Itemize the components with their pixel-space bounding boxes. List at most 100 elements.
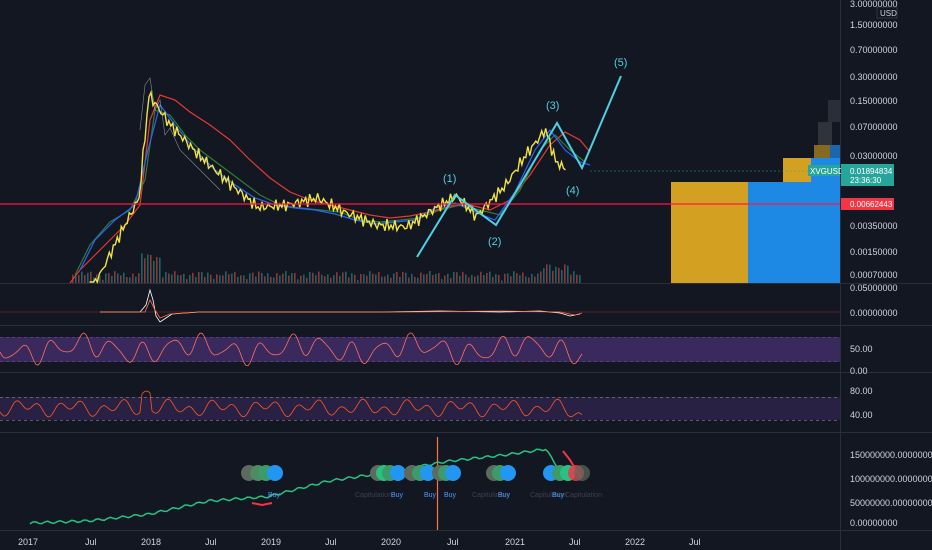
volume-bar [501,280,503,283]
volume-bar [534,276,536,283]
volume-bar [198,272,200,283]
pane-3-tick-label: 40.00 [850,410,873,420]
volume-profile-bar [818,122,832,145]
hline-price-label: 0.00662443 [850,200,893,209]
volume-bar [267,273,269,283]
oscillator-pane-1[interactable]: 0.05000000 0.00000000 [0,283,898,323]
oscillator-pane-2[interactable]: 50.00 0.00 [0,332,873,376]
volume-bar [222,275,224,283]
volume-bar [381,276,383,283]
buy-signal-dot[interactable] [390,465,406,481]
wave-label-3: (3) [546,100,559,112]
volume-bar [231,273,233,283]
volume-bar [153,260,155,283]
rsi-line [0,332,583,367]
volume-bar [162,277,164,283]
signal-markers[interactable]: Buy Capitulation Buy Buy Buy [241,465,602,499]
time-tick-label: Jul [85,537,97,547]
osc-line [0,390,583,418]
price-tick-label: 0.00350000 [850,221,898,231]
volume-bar [210,274,212,283]
volume-profile-bar [814,145,830,158]
signal-cluster[interactable]: Buy [241,465,283,499]
volume-bar [438,273,440,283]
cumulative-line-red-segments [251,502,273,507]
volume-bar [483,275,485,283]
buy-signal-dot[interactable] [420,465,436,481]
volume-bar [234,271,236,283]
bar-countdown-label: 23:36:30 [850,176,882,185]
signal-cluster[interactable]: Buy [432,465,461,499]
signal-cluster[interactable]: Capitulation Buy [355,465,406,499]
time-tick-label: Jul [569,537,581,547]
volume-bar [351,273,353,283]
time-tick-label: Jul [447,537,459,547]
buy-signal-dot[interactable] [500,465,516,481]
price-tick-label: 0.07000000 [850,122,898,132]
volume-bar [84,275,86,283]
buy-signal-dot[interactable] [267,465,283,481]
price-tick-label: 3.00000000 [850,0,898,9]
cumulative-pane[interactable]: Buy Capitulation Buy Buy Buy [29,437,932,530]
volume-bar [258,271,260,283]
hline-price-tag [841,198,894,210]
capitulation-label: Capitulation [530,492,567,499]
oscillator-pane-3[interactable]: 80.00 40.00 [0,386,873,421]
signal-cluster[interactable]: Buy [404,465,437,499]
volume-bar [273,277,275,283]
volume-bar [516,273,518,283]
volume-bar [417,277,419,283]
volume-bar [294,273,296,283]
volume-bar [195,276,197,283]
volume-bar [129,277,131,283]
ma-blue-line [79,103,591,271]
price-axis[interactable]: 3.00000000 USD 1.50000000 0.70000000 0.3… [808,0,898,280]
time-tick-label: 2020 [381,537,401,547]
currency-label: USD [880,9,897,18]
volume-bar [399,276,401,283]
volume-bar [312,272,314,283]
elliott-wave-drawing[interactable]: (1) (2) (3) (4) (5) [416,57,627,258]
volume-bar [111,275,113,283]
time-tick-label: 2022 [625,537,645,547]
elliott-wave-path[interactable] [416,75,622,258]
volume-bar [411,273,413,283]
volume-bar [237,277,239,283]
buy-signal-label: Buy [444,492,457,499]
volume-bar [90,271,92,283]
price-tick-label: 1.50000000 [850,20,898,30]
volume-bar [192,272,194,283]
signal-cluster[interactable]: Capitulation Buy Capitulation [530,465,602,499]
volume-bar [552,270,554,283]
time-tick-label: 2021 [505,537,525,547]
time-axis[interactable]: 2017 Jul 2018 Jul 2019 Jul 2020 Jul 2021… [18,537,701,547]
volume-bar [147,254,149,283]
volume-bar [189,275,191,283]
volume-bar [531,273,533,283]
volume-bar [498,274,500,283]
volume-bar [138,273,140,283]
pane-1-tick-label: 0.00000000 [850,308,898,318]
volume-bar [132,273,134,283]
volume-bar [543,268,545,283]
volume-bar [537,273,539,283]
signal-cluster[interactable]: Capitulation Buy [472,465,516,499]
buy-signal-dot[interactable] [445,465,461,481]
volume-bar [363,274,365,283]
volume-bar [123,272,125,283]
pane-3-tick-label: 80.00 [850,386,873,396]
volume-bar [108,273,110,283]
volume-bar [522,272,524,283]
volume-bar [336,272,338,283]
symbol-tag [808,165,840,176]
volume-bar [570,274,572,283]
volume-bar [366,275,368,283]
volume-bar [159,257,161,283]
price-tick-label: 0.15000000 [850,96,898,106]
volume-bar [435,274,437,283]
volume-bar [393,273,395,283]
volume-bar [339,275,341,283]
volume-bar [81,271,83,283]
volume-bar [117,273,119,283]
